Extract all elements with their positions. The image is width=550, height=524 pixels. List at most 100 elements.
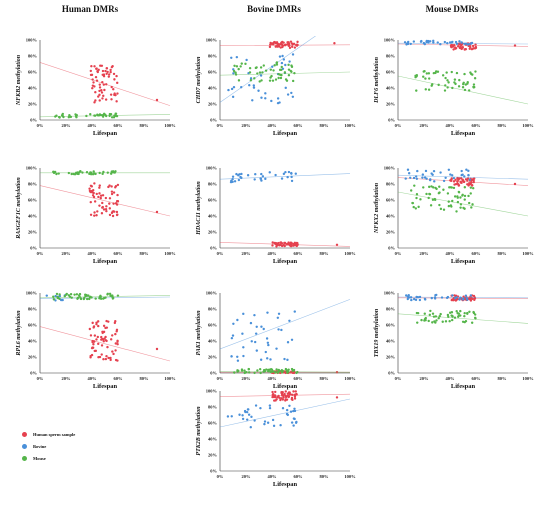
data-point [446,295,450,299]
data-point [268,171,271,174]
data-point [455,310,458,313]
data-point [115,100,118,103]
data-point [116,183,120,187]
data-point [97,342,100,346]
scatter-panel-7: 0%0% 20% 20% 40% 40% 60% 60% 80% 80% 100% 100% Life… [196,291,356,391]
data-point [263,422,266,426]
data-point [263,420,267,423]
data-point [92,343,95,346]
data-point [279,398,282,402]
data-point [433,296,437,299]
data-point [466,183,469,186]
x-tick-label: 100% [344,376,356,381]
data-point [461,46,464,49]
data-point [93,200,97,203]
y-tick-label: 40% [28,339,38,344]
trendline [398,313,529,324]
data-point [101,337,104,341]
data-point [85,114,88,118]
data-point [230,336,234,340]
data-point-outlier [513,182,517,186]
data-point [257,89,260,92]
data-point [459,206,462,209]
data-point [237,67,240,71]
x-tick-label: 100% [522,251,534,256]
data-point [239,65,242,68]
y-tick-label: 100% [26,291,38,296]
x-tick-label: 100% [522,123,534,128]
data-point [280,61,284,65]
data-point [88,297,91,301]
data-point [97,324,100,328]
data-point [424,169,428,173]
data-point [470,183,474,187]
data-point [106,292,110,296]
data-point [418,295,422,299]
column-title-human: Human DMRs [61,4,119,14]
data-point [109,93,113,96]
data-point [108,292,112,296]
data-point [423,42,427,46]
y-tick-label: 0% [30,371,37,376]
data-point [450,174,454,177]
data-point [116,343,119,346]
data-point [92,191,95,195]
trendline [40,185,171,217]
data-point [459,309,462,313]
data-point [262,64,265,67]
data-point [237,79,241,82]
data-point [434,315,438,318]
y-tick-label: 60% [28,70,38,75]
data-point [65,293,68,296]
y-tick-label: 100% [206,291,218,296]
data-point [405,294,408,297]
data-point [242,312,245,316]
data-point [108,207,112,210]
data-point [290,64,293,67]
trendline [398,42,529,45]
data-point [424,88,427,91]
data-point [261,175,265,178]
trendline [40,326,171,362]
y-tick-label: 100% [26,166,38,171]
data-point [290,175,293,179]
data-point [114,342,117,345]
y-tick-label: 60% [386,198,396,203]
data-point [235,172,238,176]
data-point [104,114,108,118]
data-point [68,114,71,118]
data-point [247,413,251,416]
data-point [425,39,429,43]
data-point [272,69,275,72]
data-point [243,369,246,372]
y-tick-label: 100% [206,38,218,43]
y-tick-label: 20% [208,355,218,360]
x-tick-label: 60% [294,474,304,479]
y-tick-label: 80% [208,405,218,410]
data-point [439,312,442,316]
data-point [274,173,277,177]
data-point [271,241,274,244]
data-point [110,85,113,89]
data-point [428,77,431,80]
data-point [453,297,457,300]
data-point [98,204,101,207]
data-point [463,194,467,198]
data-point [254,66,258,70]
data-point [98,184,101,187]
data-point [472,187,475,190]
y-tick-label: 40% [386,86,396,91]
data-point [470,181,473,184]
data-point [268,45,272,49]
data-point [469,299,473,302]
x-tick-label: 40% [88,251,98,256]
data-point-outlier [155,98,159,102]
data-point [447,200,450,203]
data-point [113,171,116,174]
data-point [470,321,474,324]
data-point [463,186,467,189]
data-point [110,192,114,196]
data-point [93,214,96,217]
data-point [95,67,98,70]
data-point [463,72,466,76]
